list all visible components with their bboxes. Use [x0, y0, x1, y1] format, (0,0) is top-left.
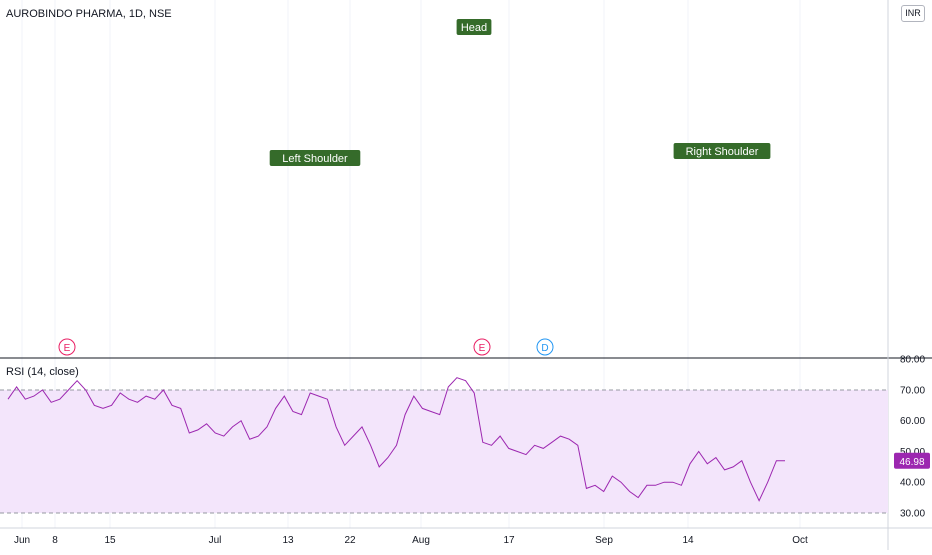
time-tick-label: 17: [503, 535, 515, 546]
left-shoulder-label-bg: [269, 150, 361, 166]
event-marker-e: [473, 338, 491, 356]
event-marker-label: D: [541, 343, 548, 354]
rsi-tick-label: 30.00: [900, 509, 925, 520]
time-tick-label: Sep: [595, 535, 613, 546]
rsi-line: [7, 377, 786, 502]
symbol-title: AUROBINDO PHARMA, 1D, NSE: [6, 8, 172, 20]
rsi-title: RSI (14, close): [6, 366, 79, 378]
time-tick-label: Aug: [412, 535, 430, 546]
rsi-tick-label: 80.00: [900, 355, 925, 366]
rsi-last-value: 46.98: [899, 457, 924, 468]
event-marker-d: [536, 338, 554, 356]
right-shoulder-label-bg: [673, 143, 771, 159]
event-marker-label: E: [64, 343, 71, 354]
time-tick-label: 15: [104, 535, 116, 546]
rsi-tick-label: 50.00: [900, 447, 925, 458]
time-tick-label: 22: [344, 535, 356, 546]
time-tick-label: 8: [52, 535, 58, 546]
right-shoulder-label: Right Shoulder: [686, 146, 759, 158]
rsi-tick-label: 60.00: [900, 416, 925, 427]
left-shoulder-label: Left Shoulder: [282, 153, 348, 165]
rsi-value-badge: [894, 452, 930, 469]
time-tick-label: 14: [682, 535, 694, 546]
rsi-tick-label: 70.00: [900, 385, 925, 396]
head-label: Head: [461, 22, 487, 34]
head-label-bg: [456, 19, 492, 35]
rsi-tick-label: 40.00: [900, 478, 925, 489]
time-tick-label: Oct: [792, 535, 808, 546]
event-marker-label: E: [479, 343, 486, 354]
rsi-band: [0, 389, 888, 513]
time-tick-label: 13: [282, 535, 294, 546]
time-tick-label: Jun: [14, 535, 30, 546]
time-tick-label: Jul: [209, 535, 222, 546]
currency-button[interactable]: INR: [901, 5, 925, 22]
event-marker-e: [58, 338, 76, 356]
